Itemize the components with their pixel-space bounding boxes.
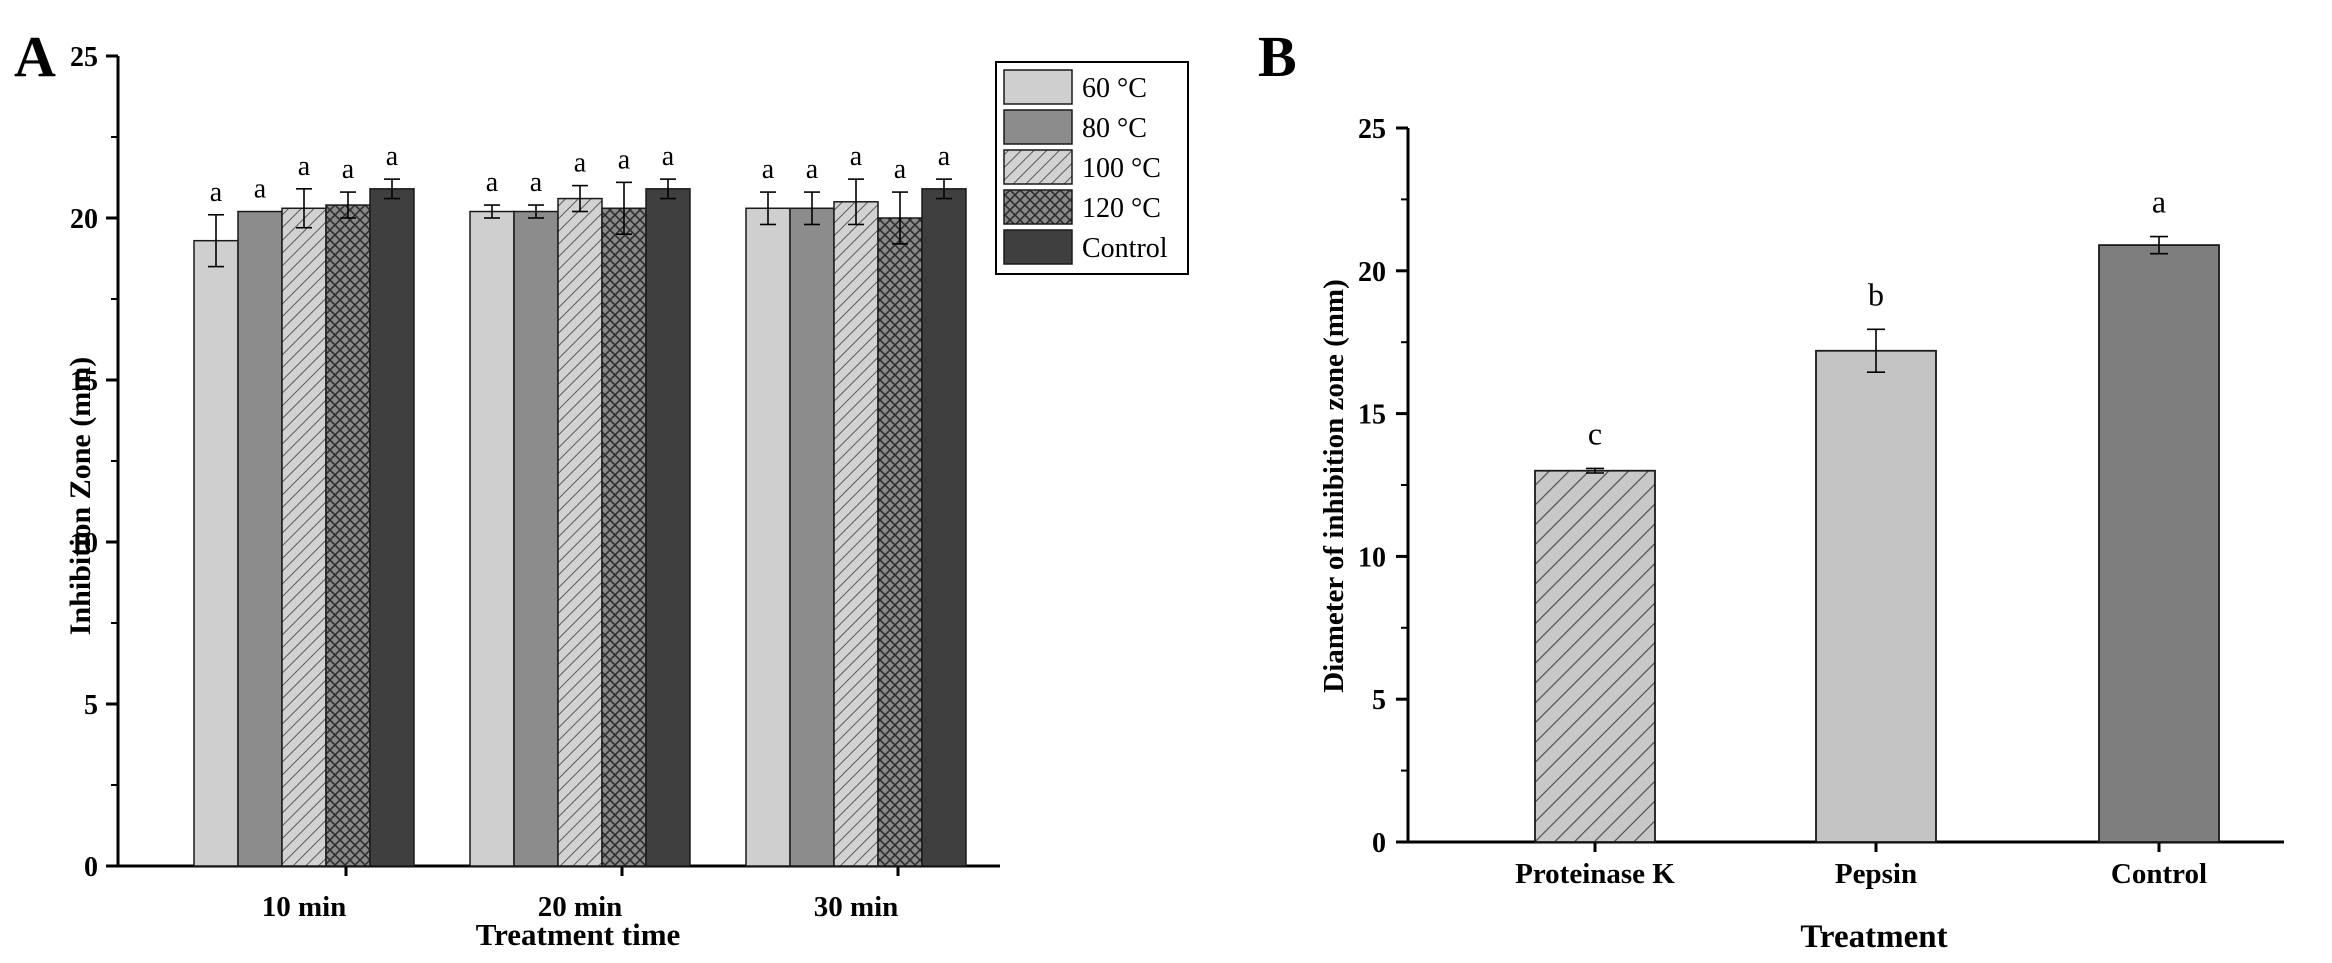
panel-b-y-tick-label: 0 [1372, 828, 1386, 859]
panel-b-x-tick-label: Control [2111, 858, 2207, 890]
panel-a-bar [193, 239, 239, 867]
panel-a-bar [325, 204, 371, 867]
panel-a-y-axis-label: Inhibition Zone (mm) [64, 357, 97, 635]
panel-b-bars: c b a [1534, 184, 2220, 843]
panel-a-legend-swatch [1003, 189, 1073, 225]
panel-a-x-tick-label: 10 min [262, 891, 347, 923]
panel-a-significance-label: a [386, 141, 399, 172]
panel-a-significance-label: a [210, 177, 223, 208]
panel-a-y-tick-label: 20 [70, 204, 98, 235]
panel-a-y-tick-label: 0 [84, 852, 98, 883]
panel-a-significance-label: a [938, 141, 951, 172]
panel-a-bar [833, 201, 879, 867]
panel-a-significance-label: a [486, 167, 499, 198]
panel-a-legend-label: 60 °C [1082, 73, 1147, 104]
panel-a-legend-swatch [1003, 109, 1073, 145]
panel-a-significance-label: a [762, 154, 775, 185]
panel-a-bar [557, 197, 603, 867]
panel-a-significance-label: a [806, 154, 819, 185]
panel-b-y-tick-label: 10 [1358, 542, 1386, 573]
panel-a-significance-label: a [894, 154, 907, 185]
panel-b-significance-label: a [2152, 184, 2166, 220]
panel-a-x-tick-label: 30 min [814, 891, 899, 923]
panel-a-legend-swatch [1003, 229, 1073, 265]
panel-a-legend: 60 °C 80 °C 100 °C 120 °C Control [995, 61, 1189, 275]
panel-b-y-tick-label: 5 [1372, 685, 1386, 716]
panel-b-x-tick-label: Pepsin [1835, 858, 1917, 890]
panel-a-x-axis-label: Treatment time [476, 917, 681, 952]
panel-b-y-axis-label: Diameter of inhibition zone (mm) [1318, 279, 1350, 692]
panel-b-significance-label: c [1588, 415, 1602, 451]
panel-a-significance-label: a [850, 141, 863, 172]
panel-a-significance-label: a [618, 144, 631, 175]
panel-a-bar [281, 207, 327, 867]
panel-letter-a: A [14, 24, 56, 89]
panel-a-bar [645, 188, 691, 867]
panel-a-bar [369, 188, 415, 867]
panel-b-y-tick-label: 25 [1358, 114, 1386, 145]
panel-a-y-tick-label: 10 [70, 528, 98, 559]
panel-b-x-tick-label: Proteinase K [1515, 858, 1675, 890]
panel-a-significance-label: a [298, 151, 311, 182]
panel-a-bar [469, 210, 515, 867]
panel-a-bar [877, 217, 923, 867]
panel-a-legend-label: 100 °C [1082, 153, 1161, 184]
panel-a-significance-label: a [254, 174, 267, 205]
panel-a-legend-swatch [1003, 69, 1073, 105]
panel-a-x-tick-label: 20 min [538, 891, 623, 923]
panel-b-x-axis-label: Treatment [1800, 919, 1947, 955]
panel-a-y-tick-label: 25 [70, 42, 98, 73]
panel-a-significance-label: a [662, 141, 675, 172]
panel-a-bar [513, 210, 559, 867]
panel-a-bars: a aa a aa aa a a a a a a a [193, 141, 967, 867]
panel-b-bar [1534, 469, 1656, 843]
panel-b-y-tick-label: 20 [1358, 257, 1386, 288]
panel-b-bar [1815, 349, 1937, 843]
panel-a-bar [921, 188, 967, 867]
panel-a-bar [745, 207, 791, 867]
panel-a-legend-label: 80 °C [1082, 113, 1147, 144]
panel-a-significance-label: a [574, 148, 587, 179]
panel-b-bar [2098, 244, 2220, 843]
panel-a-y-tick-label: 15 [70, 366, 98, 397]
panel-a-legend-label: 120 °C [1082, 193, 1161, 224]
panel-letter-b: B [1258, 24, 1297, 89]
panel-b-significance-label: b [1868, 276, 1884, 312]
panel-a-bar [601, 207, 647, 867]
panel-a-significance-label: a [530, 167, 543, 198]
panel-a-y-tick-label: 5 [84, 690, 98, 721]
panel-a-legend-swatch [1003, 149, 1073, 185]
panel-b-y-tick-label: 15 [1358, 400, 1386, 431]
panel-a-bar [237, 210, 283, 867]
panel-a-significance-label: a [342, 154, 355, 185]
panel-a-bar [789, 207, 835, 867]
panel-a-legend-label: Control [1082, 233, 1168, 264]
